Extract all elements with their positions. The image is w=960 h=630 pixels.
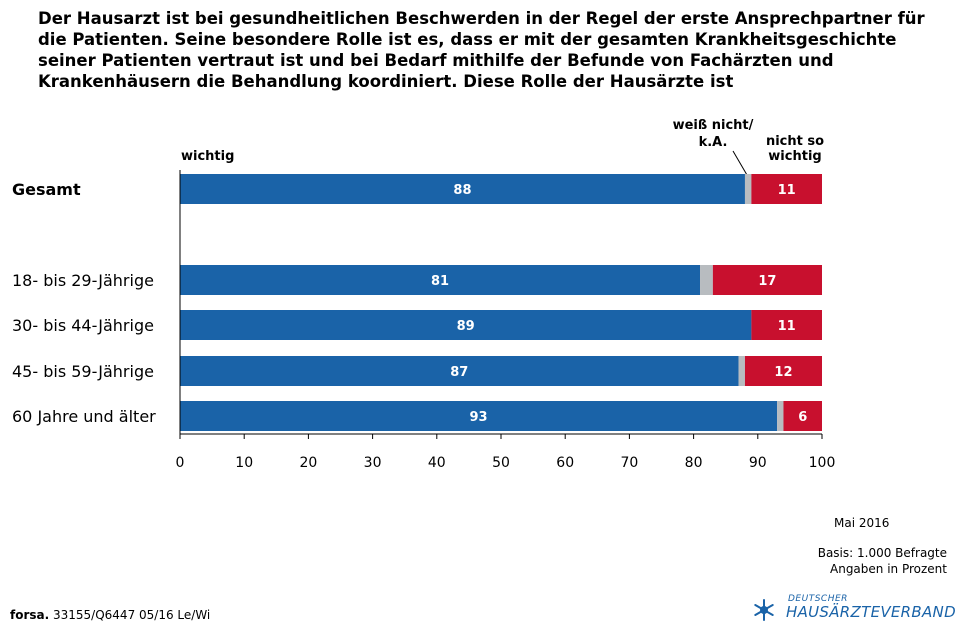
x-tick-label-80: 80 bbox=[685, 455, 703, 471]
bar-weiss-nicht-1 bbox=[700, 265, 713, 295]
basis-line: Basis: 1.000 Befragte bbox=[817, 546, 947, 560]
x-tick-label-10: 10 bbox=[235, 455, 253, 471]
bar-wichtig-3 bbox=[180, 356, 739, 386]
x-tick-label-100: 100 bbox=[809, 455, 836, 471]
category-label-0: Gesamt bbox=[12, 180, 81, 199]
x-tick-label-40: 40 bbox=[428, 455, 446, 471]
x-tick-label-30: 30 bbox=[364, 455, 382, 471]
category-labels: Gesamt 18- bis 29-Jährige 30- bis 44-Jähri… bbox=[12, 180, 156, 426]
legend-nicht-so-wichtig-line1: nicht so bbox=[766, 134, 824, 149]
value-label-nicht-so-wichtig-3: 12 bbox=[774, 365, 792, 380]
survey-date: Mai 2016 bbox=[834, 516, 890, 530]
legend-weiss-nicht-line1: weiß nicht/ bbox=[673, 118, 754, 133]
bar-wichtig-0 bbox=[180, 174, 745, 204]
x-axis: 0 10 20 30 40 50 60 70 80 90 100 bbox=[176, 170, 836, 471]
legend-leader-line bbox=[732, 150, 748, 176]
legend-nicht-so-wichtig-line2: wichtig bbox=[768, 149, 821, 164]
bar-nicht-so-wichtig-0 bbox=[751, 174, 822, 204]
bar-weiss-nicht-4 bbox=[777, 401, 784, 431]
basis-note: Basis: 1.000 Befragte Angaben in Prozent bbox=[818, 545, 947, 577]
bar-weiss-nicht-0 bbox=[744, 174, 752, 204]
legend-wichtig: wichtig bbox=[181, 149, 234, 164]
snowflake-icon bbox=[754, 599, 774, 621]
x-tick-label-90: 90 bbox=[749, 455, 767, 471]
units-line: Angaben in Prozent bbox=[830, 562, 947, 576]
value-label-wichtig-1: 81 bbox=[431, 274, 449, 289]
value-label-nicht-so-wichtig-4: 6 bbox=[798, 410, 807, 425]
bar-wichtig-4 bbox=[180, 401, 778, 431]
bar-nicht-so-wichtig-3 bbox=[744, 356, 822, 386]
hausaerzteverband-logo: DEUTSCHER HAUSÄRZTEVERBAND bbox=[752, 594, 956, 624]
source-org: forsa. bbox=[10, 608, 50, 622]
bar-nicht-so-wichtig-4 bbox=[783, 401, 822, 431]
category-label-1: 18- bis 29-Jährige bbox=[12, 271, 154, 290]
x-tick-label-50: 50 bbox=[492, 455, 510, 471]
chart-headline: Der Hausarzt ist bei gesundheitlichen Be… bbox=[38, 9, 925, 91]
source-note: forsa. 33155/Q6447 05/16 Le/Wi bbox=[10, 607, 210, 623]
value-label-wichtig-4: 93 bbox=[469, 410, 487, 425]
bars: 88 11 81 17 89 11 87 12 93 6 bbox=[180, 174, 822, 431]
category-label-2: 30- bis 44-Jährige bbox=[12, 316, 154, 335]
bar-weiss-nicht-3 bbox=[738, 356, 745, 386]
value-label-wichtig-2: 89 bbox=[457, 319, 475, 334]
source-ref: 33155/Q6447 05/16 Le/Wi bbox=[49, 608, 211, 622]
x-tick-label-20: 20 bbox=[299, 455, 317, 471]
category-label-4: 60 Jahre und älter bbox=[12, 407, 156, 426]
bar-nicht-so-wichtig-2 bbox=[751, 310, 822, 340]
bar-wichtig-2 bbox=[180, 310, 752, 340]
value-label-nicht-so-wichtig-1: 17 bbox=[758, 274, 776, 289]
bar-wichtig-1 bbox=[180, 265, 701, 295]
logo-big-text: HAUSÄRZTEVERBAND bbox=[786, 603, 956, 621]
x-tick-label-60: 60 bbox=[556, 455, 574, 471]
x-tick-label-0: 0 bbox=[176, 455, 185, 471]
category-label-3: 45- bis 59-Jährige bbox=[12, 362, 154, 381]
value-label-nicht-so-wichtig-2: 11 bbox=[778, 319, 796, 334]
logo-small-text: DEUTSCHER bbox=[788, 594, 848, 604]
value-label-wichtig-3: 87 bbox=[450, 365, 468, 380]
bar-nicht-so-wichtig-1 bbox=[712, 265, 822, 295]
legend-weiss-nicht-line2: k.A. bbox=[699, 135, 728, 150]
value-label-nicht-so-wichtig-0: 11 bbox=[778, 183, 796, 198]
x-tick-label-70: 70 bbox=[620, 455, 638, 471]
value-label-wichtig-0: 88 bbox=[453, 183, 471, 198]
